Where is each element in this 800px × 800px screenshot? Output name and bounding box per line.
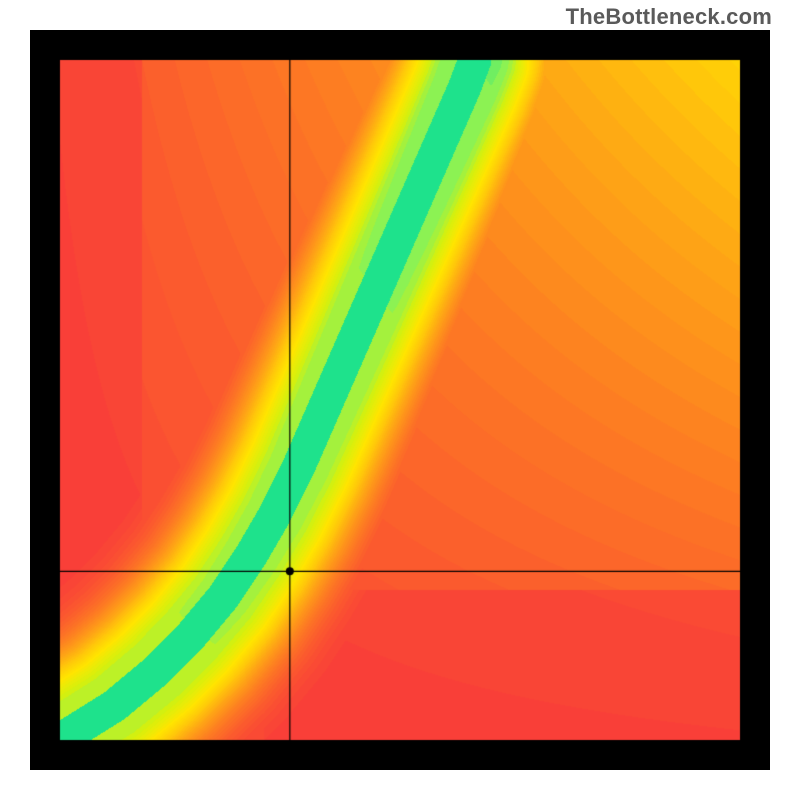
bottleneck-heatmap (30, 30, 770, 770)
watermark-text: TheBottleneck.com (566, 4, 772, 30)
